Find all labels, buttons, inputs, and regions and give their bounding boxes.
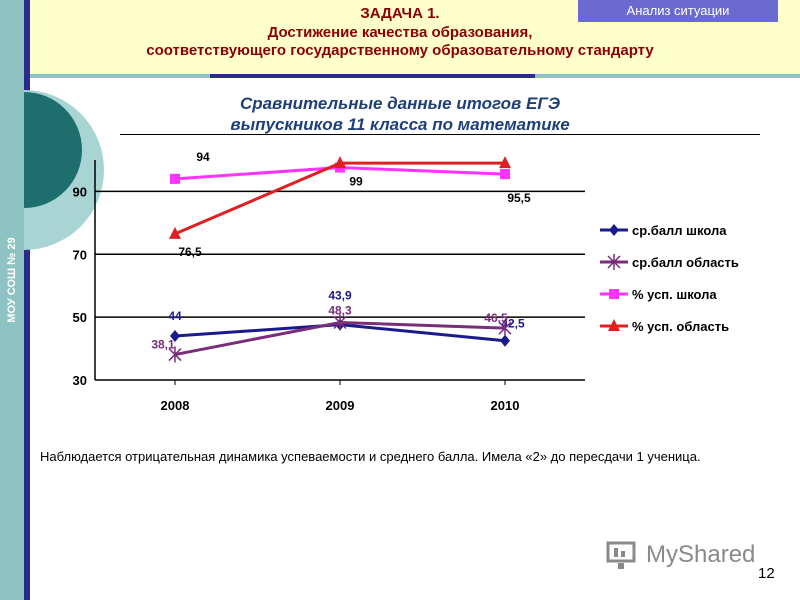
sidebar-bar bbox=[0, 0, 24, 600]
sidebar-accent bbox=[24, 0, 30, 600]
legend-marker bbox=[609, 224, 619, 236]
data-point bbox=[168, 346, 182, 363]
legend-marker bbox=[607, 254, 621, 270]
logo-text: MyShared bbox=[646, 541, 756, 568]
page-number: 12 bbox=[758, 565, 775, 582]
legend-label: ср.балл область bbox=[632, 255, 739, 270]
y-tick-label: 90 bbox=[73, 184, 87, 199]
data-label: 99 bbox=[349, 175, 363, 189]
data-point bbox=[334, 156, 346, 169]
header-divider bbox=[210, 74, 535, 78]
line-chart: 30 50 70 90 2008 2009 2010 44 43,9 42,5 38,1 48,3 46… bbox=[73, 150, 739, 413]
chart-title: Сравнительные данные итогов ЕГЭ выпускни… bbox=[150, 93, 650, 135]
legend-marker bbox=[609, 289, 619, 299]
task-subtitle: Достижение качества образования, bbox=[267, 24, 533, 41]
legend-label: % усп. область bbox=[632, 319, 729, 334]
legend-label: ср.балл школа bbox=[632, 223, 727, 238]
task-subtitle-2: соответствующего государственному образо… bbox=[146, 42, 654, 59]
data-label: 94 bbox=[196, 150, 210, 164]
header-divider bbox=[30, 74, 210, 78]
data-label: 97 bbox=[361, 150, 375, 152]
data-point bbox=[500, 169, 510, 180]
data-point bbox=[499, 156, 511, 169]
myshared-logo: MyShared bbox=[604, 537, 764, 573]
data-point bbox=[170, 173, 180, 184]
data-label: 95,5 bbox=[507, 191, 531, 205]
data-label: 76,5 bbox=[178, 245, 202, 259]
chart-title-line: Сравнительные данные итогов ЕГЭ bbox=[239, 94, 561, 113]
data-point bbox=[500, 334, 510, 347]
legend-marker bbox=[608, 319, 620, 331]
x-tick-label: 2010 bbox=[491, 398, 520, 413]
chart-title-line: выпускников 11 класса по математике bbox=[230, 115, 570, 134]
y-tick-label: 30 bbox=[73, 373, 87, 388]
section-badge: Анализ ситуации bbox=[578, 0, 778, 22]
x-tick-label: 2008 bbox=[161, 398, 190, 413]
data-point bbox=[498, 320, 512, 337]
sidebar-school-label: МОУ СОШ № 29 bbox=[6, 237, 18, 323]
data-label: 46,5 bbox=[484, 311, 508, 325]
logo-icon bbox=[606, 541, 636, 569]
data-label: 38,1 bbox=[151, 338, 175, 352]
task-heading: ЗАДАЧА 1. bbox=[360, 5, 440, 22]
data-label: 44 bbox=[168, 309, 182, 323]
data-point bbox=[333, 314, 347, 331]
header-divider bbox=[535, 74, 800, 78]
data-point bbox=[169, 226, 181, 239]
data-point bbox=[170, 330, 180, 342]
series-line bbox=[174, 161, 505, 236]
y-tick-label: 50 bbox=[73, 310, 87, 325]
data-label: 43,9 bbox=[328, 289, 352, 303]
data-label: 48,3 bbox=[328, 303, 352, 317]
legend-label: % усп. школа bbox=[632, 287, 717, 302]
title-rule bbox=[120, 134, 760, 135]
observation-text: Наблюдается отрицательная динамика успев… bbox=[40, 449, 701, 464]
data-label: 42,5 bbox=[501, 317, 525, 331]
decorative-circles bbox=[24, 90, 104, 250]
x-tick-label: 2009 bbox=[326, 398, 355, 413]
y-tick-label: 70 bbox=[73, 247, 87, 262]
